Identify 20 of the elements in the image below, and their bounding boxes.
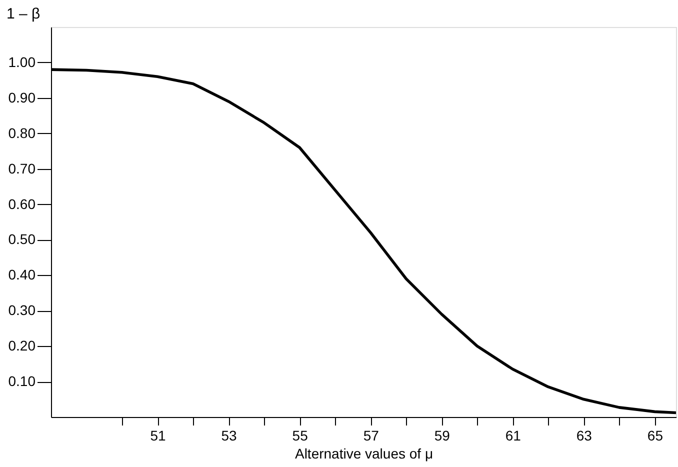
y-tick-label: 0.60 — [8, 196, 36, 212]
y-tick-label: 0.80 — [8, 124, 36, 141]
y-tick-label: 0.20 — [8, 338, 36, 354]
x-tick-label: 63 — [576, 428, 592, 444]
x-tick-label: 59 — [434, 428, 450, 444]
x-axis-title: Alternative values of μ — [294, 446, 434, 462]
x-tick-label: 55 — [292, 428, 308, 444]
y-tick-label: 0.90 — [8, 89, 36, 106]
x-tick-label: 51 — [150, 428, 166, 444]
x-tick-label: 57 — [363, 428, 380, 444]
y-tick-label: 0.30 — [8, 302, 36, 318]
y-tick-label: 0.40 — [8, 266, 36, 283]
y-tick-label: 0.10 — [8, 373, 36, 390]
y-tick-label: 0.70 — [8, 160, 36, 176]
y-axis-title: 1 – β — [6, 6, 41, 22]
x-tick-label: 53 — [221, 428, 238, 444]
y-tick-label: 1.00 — [8, 54, 36, 70]
x-tick-label: 65 — [647, 428, 664, 444]
x-tick-label: 61 — [505, 428, 522, 444]
y-tick-label: 0.50 — [8, 231, 36, 248]
